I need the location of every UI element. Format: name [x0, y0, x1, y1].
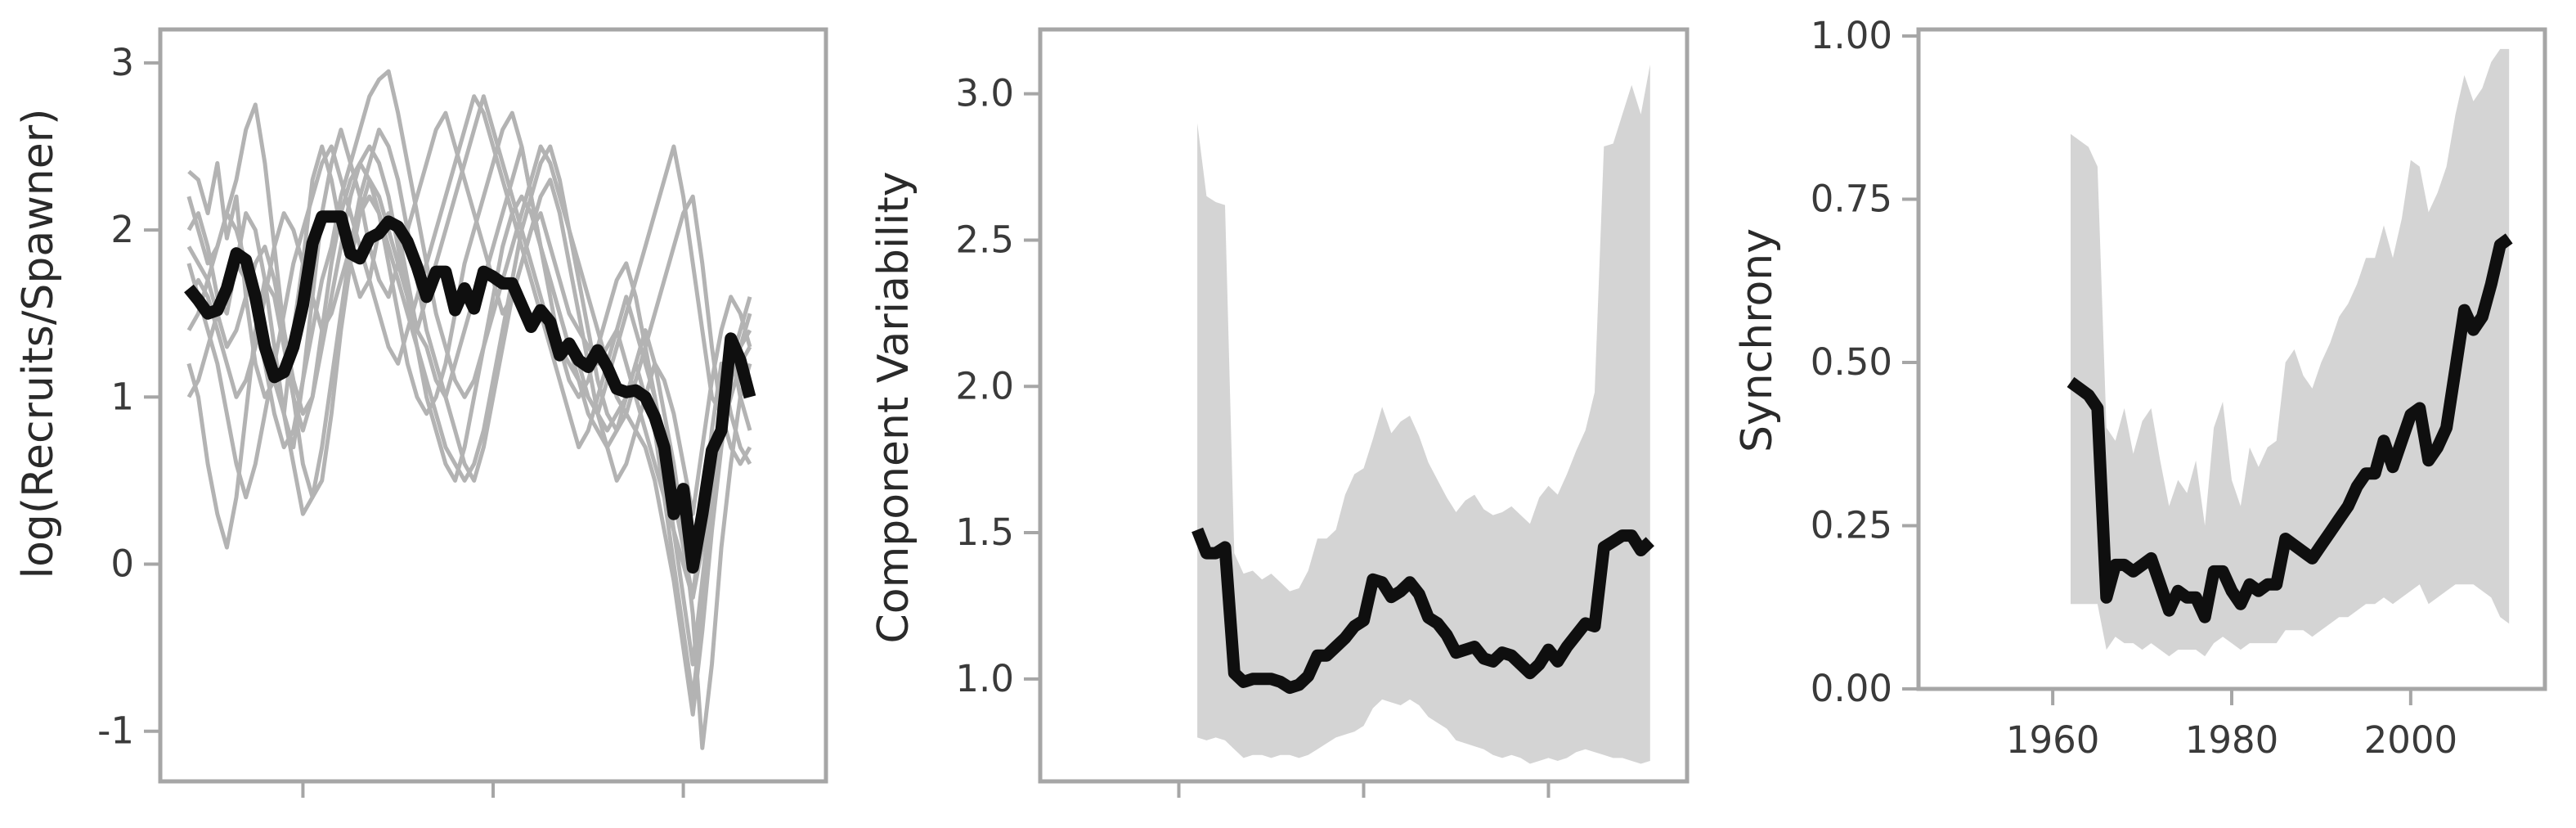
y-axis-label-panel-3: Synchrony [1733, 228, 1782, 452]
y-tick-label: 1.0 [955, 657, 1014, 700]
y-tick-label: 2.0 [955, 364, 1014, 407]
x-tick-label: 1960 [2006, 718, 2100, 762]
x-tick-label: 2000 [2364, 718, 2458, 762]
y-tick-label: 2.5 [955, 218, 1014, 261]
panel-recruits-per-spawner: log(Recruits/Spawner) -1 0 1 2 3 [14, 27, 828, 798]
synchrony-plot-area [2067, 48, 2513, 657]
mean-series-line [184, 210, 756, 574]
panel-component-variability: Component Variability 1.0 1.5 2.0 2.5 3.0 [869, 27, 1690, 798]
y-tick-label: 3.0 [955, 72, 1014, 115]
y-tick-label: 1 [110, 375, 134, 418]
stock-series-line-8 [186, 144, 752, 483]
y-tick-label: 1.00 [1811, 14, 1892, 57]
y-tick-label: -1 [97, 709, 134, 753]
y-axis-label-panel-1: log(Recruits/Spawner) [14, 109, 63, 579]
y-tick-label: 0.75 [1811, 177, 1892, 220]
variability-plot-area [1192, 64, 1654, 764]
panel-synchrony: Synchrony 0.00 0.25 0.50 0.75 1.00 1960 1980 20… [1733, 14, 2547, 762]
y-tick-label: 1.5 [955, 511, 1014, 554]
stock-series-line-4 [186, 69, 752, 717]
x-tick-label: 1980 [2185, 718, 2279, 762]
uncertainty-band [1197, 64, 1650, 764]
median-line [2067, 233, 2513, 623]
y-tick-label: 0 [110, 542, 134, 586]
y-tick-label: 0.25 [1811, 503, 1892, 547]
y-tick-label: 0.50 [1811, 340, 1892, 384]
y-tick-label: 3 [110, 41, 134, 84]
median-line [1192, 527, 1654, 695]
stock-series-line-9 [186, 144, 752, 750]
y-tick-label: 0.00 [1811, 667, 1892, 710]
recruits-plot-area [184, 69, 756, 750]
y-tick-label: 2 [110, 208, 134, 251]
uncertainty-band [2071, 48, 2510, 657]
y-axis-label-panel-2: Component Variability [869, 171, 918, 643]
